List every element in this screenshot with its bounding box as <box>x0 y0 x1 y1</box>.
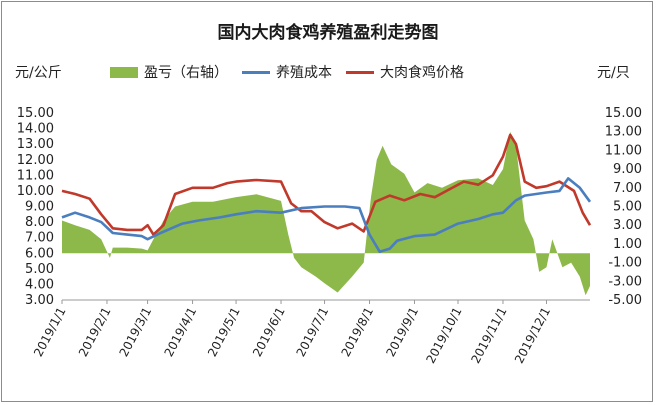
right-tick-label: -1.00 <box>608 256 642 271</box>
right-tick-label: 15.00 <box>605 106 642 121</box>
legend-swatch-price <box>346 70 374 74</box>
legend-item-price: 大肉食鸡价格 <box>346 62 464 82</box>
right-tick-label: 13.00 <box>605 125 642 140</box>
legend-swatch-profit <box>110 66 138 78</box>
legend-label-cost: 养殖成本 <box>276 65 332 81</box>
legend-swatch-cost <box>242 70 270 74</box>
left-tick-label: 4.00 <box>25 277 54 292</box>
right-tick-label: 9.00 <box>613 162 642 177</box>
right-axis-unit: 元/只 <box>597 65 630 81</box>
legend-item-profit: 盈亏（右轴） <box>110 62 228 82</box>
left-tick-label: 12.00 <box>17 153 54 168</box>
left-tick-label: 9.00 <box>25 200 54 215</box>
legend-label-price: 大肉食鸡价格 <box>380 65 464 81</box>
legend-item-cost: 养殖成本 <box>242 62 332 82</box>
left-tick-label: 8.00 <box>25 215 54 230</box>
left-tick-label: 11.00 <box>17 168 54 183</box>
chart-title: 国内大肉食鸡养殖盈利走势图 <box>217 23 439 43</box>
left-tick-label: 13.00 <box>17 137 54 152</box>
x-tick-label: 2019/9/1 <box>383 305 421 359</box>
right-tick-label: 5.00 <box>613 200 642 215</box>
x-tick-label: 2019/3/1 <box>117 305 155 359</box>
x-tick-label: 2019/11/1 <box>468 305 509 366</box>
x-tick-label: 2019/2/1 <box>76 305 114 359</box>
left-tick-label: 6.00 <box>25 246 54 261</box>
right-tick-label: 1.00 <box>613 237 642 252</box>
x-tick-label: 2019/5/1 <box>205 305 243 359</box>
right-tick-label: -3.00 <box>608 274 642 289</box>
x-tick-label: 2019/7/1 <box>294 305 332 359</box>
left-tick-label: 3.00 <box>25 293 54 308</box>
x-tick-label: 2019/1/1 <box>31 305 69 359</box>
chart-legend: 盈亏（右轴） 养殖成本 大肉食鸡价格 <box>110 62 478 82</box>
x-tick-label: 2019/8/1 <box>338 305 376 359</box>
x-tick-label: 2019/6/1 <box>250 305 288 359</box>
legend-label-profit: 盈亏（右轴） <box>144 65 228 81</box>
price-line <box>61 133 592 236</box>
profit-area <box>62 131 590 296</box>
right-tick-label: 3.00 <box>613 218 642 233</box>
x-tick-label: 2019/4/1 <box>162 305 200 359</box>
left-tick-label: 14.00 <box>17 122 54 137</box>
x-tick-label: 2019/10/1 <box>423 305 464 366</box>
right-tick-label: -5.00 <box>608 293 642 308</box>
left-tick-label: 7.00 <box>25 231 54 246</box>
right-tick-label: 7.00 <box>613 181 642 196</box>
x-tick-label: 2019/12/1 <box>512 305 553 366</box>
cost-line <box>61 177 592 253</box>
left-tick-label: 15.00 <box>17 106 54 121</box>
left-axis-unit: 元/公斤 <box>15 65 62 81</box>
right-tick-label: 11.00 <box>605 143 642 158</box>
left-tick-label: 10.00 <box>17 184 54 199</box>
left-tick-label: 5.00 <box>25 262 54 277</box>
